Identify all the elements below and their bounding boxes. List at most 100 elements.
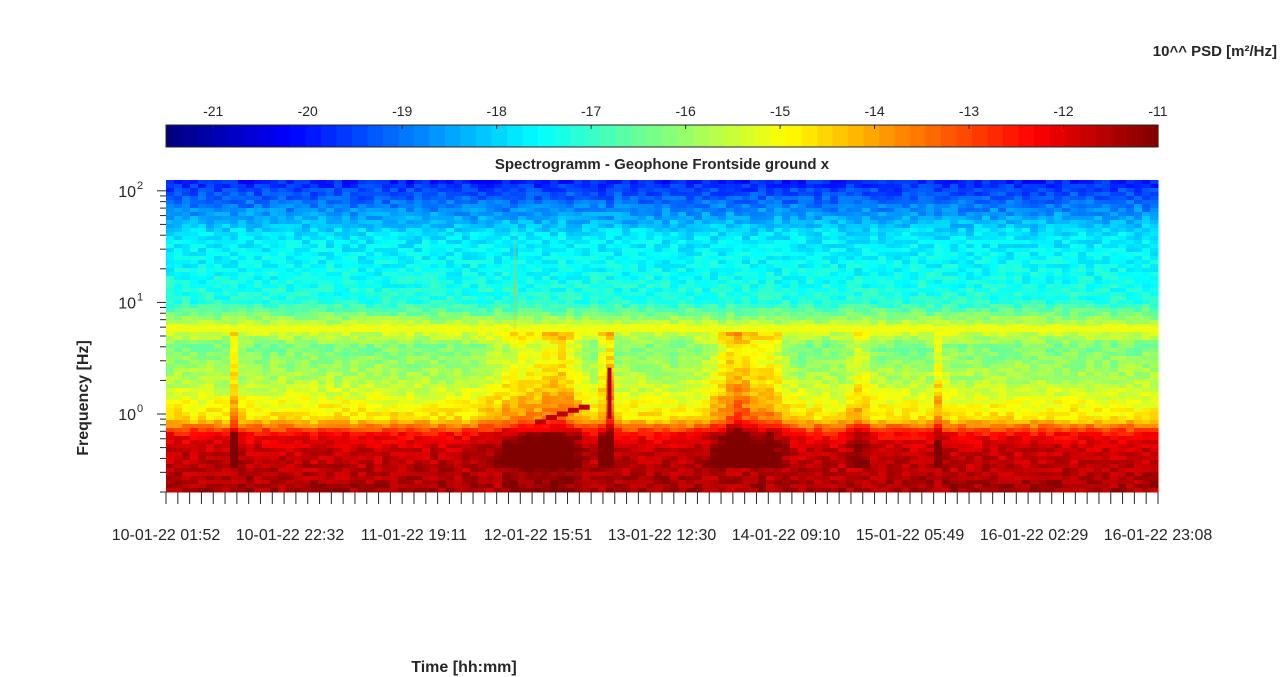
- spectrogram-cell: [710, 288, 719, 293]
- spectrogram-cell: [414, 312, 423, 317]
- spectrogram-cell: [1110, 316, 1119, 321]
- spectrogram-cell: [486, 280, 495, 285]
- spectrogram-cell: [606, 236, 615, 241]
- spectrogram-cell: [750, 276, 759, 281]
- spectrogram-cell: [742, 332, 751, 337]
- spectrogram-cell: [710, 180, 719, 185]
- spectrogram-cell: [958, 196, 967, 201]
- spectrogram-cell: [358, 292, 367, 297]
- spectrogram-cell: [470, 232, 479, 237]
- spectrogram-cell: [606, 260, 615, 265]
- spectrogram-cell: [774, 216, 783, 221]
- spectrogram-cell: [262, 228, 271, 233]
- spectrogram-cell: [222, 304, 231, 309]
- spectrogram-cell: [182, 300, 191, 305]
- spectrogram-cell: [310, 212, 319, 217]
- spectrogram-cell: [198, 320, 207, 325]
- spectrogram-cell: [854, 260, 863, 265]
- spectrogram-cell: [1046, 208, 1055, 213]
- spectrogram-cell: [750, 320, 759, 325]
- spectrogram-cell: [1150, 296, 1159, 301]
- spectrogram-cell: [694, 308, 703, 313]
- spectrogram-cell: [302, 192, 311, 197]
- spectrogram-cell: [1142, 312, 1151, 317]
- spectrogram-cell: [214, 236, 223, 241]
- spectrogram-cell: [774, 248, 783, 253]
- spectrogram-cell: [286, 224, 295, 229]
- spectrogram-cell: [430, 224, 439, 229]
- spectrogram-cell: [694, 236, 703, 241]
- spectrogram-cell: [462, 232, 471, 237]
- spectrogram-cell: [574, 228, 583, 233]
- spectrogram-cell: [766, 244, 775, 249]
- spectrogram-cell: [374, 180, 383, 185]
- spectrogram-cell: [526, 296, 535, 301]
- spectrogram-cell: [1102, 232, 1111, 237]
- spectrogram-cell: [718, 212, 727, 217]
- spectrogram-cell: [894, 184, 903, 189]
- spectrogram-cell: [846, 236, 855, 241]
- spectrogram-cell: [998, 252, 1007, 257]
- spectrogram-cell: [654, 272, 663, 277]
- spectrogram-cell: [678, 228, 687, 233]
- spectrogram-cell: [1094, 248, 1103, 253]
- spectrogram-cell: [798, 192, 807, 197]
- spectrogram-cell: [446, 312, 455, 317]
- spectrogram-cell: [1038, 288, 1047, 293]
- colorbar-tick-label: -16: [676, 103, 696, 119]
- spectrogram-cell: [390, 252, 399, 257]
- spectrogram-cell: [958, 252, 967, 257]
- spectrogram-cell: [350, 248, 359, 253]
- spectrogram-cell: [174, 240, 183, 245]
- spectrogram-cell: [686, 244, 695, 249]
- spectrogram-cell: [350, 288, 359, 293]
- spectrogram-cell: [182, 312, 191, 317]
- spectrogram-cell: [182, 284, 191, 289]
- spectrogram-cell: [382, 244, 391, 249]
- spectrogram-cell: [358, 244, 367, 249]
- spectrogram-cell: [422, 312, 431, 317]
- spectrogram-cell: [654, 308, 663, 313]
- spectrogram-cell: [758, 256, 767, 261]
- spectrogram-cell: [958, 292, 967, 297]
- spectrogram-cell: [214, 336, 223, 341]
- spectrogram-cell: [574, 312, 583, 317]
- spectrogram-cell: [198, 204, 207, 209]
- spectrogram-cell: [686, 264, 695, 269]
- spectrogram-cell: [1014, 212, 1023, 217]
- spectrogram-cell: [670, 300, 679, 305]
- spectrogram-cell: [846, 308, 855, 313]
- spectrogram-cell: [606, 264, 615, 269]
- spectrogram-cell: [846, 192, 855, 197]
- spectrogram-cell: [1006, 208, 1015, 213]
- spectrogram-cell: [814, 312, 823, 317]
- spectrogram-cell: [614, 236, 623, 241]
- spectrogram-cell: [790, 272, 799, 277]
- spectrogram-cell: [302, 260, 311, 265]
- spectrogram-cell: [782, 284, 791, 289]
- spectrogram-cell: [686, 192, 695, 197]
- spectrogram-cell: [1086, 244, 1095, 249]
- spectrogram-cell: [1022, 272, 1031, 277]
- spectrogram-cell: [1118, 240, 1127, 245]
- spectrogram-cell: [542, 288, 551, 293]
- spectrogram-cell: [238, 200, 247, 205]
- spectrogram-cell: [854, 180, 863, 185]
- spectrogram-cell: [278, 220, 287, 225]
- spectrogram-cell: [390, 296, 399, 301]
- spectrogram-cell: [502, 212, 511, 217]
- spectrogram-cell: [1134, 228, 1143, 233]
- spectrogram-cell: [1086, 260, 1095, 265]
- spectrogram-cell: [918, 276, 927, 281]
- spectrogram-cell: [542, 320, 551, 325]
- spectrogram-cell: [862, 296, 871, 301]
- spectrogram-cell: [534, 296, 543, 301]
- spectrogram-cell: [1022, 220, 1031, 225]
- spectrogram-cell: [198, 276, 207, 281]
- spectrogram-cell: [238, 192, 247, 197]
- spectrogram-cell: [198, 272, 207, 277]
- spectrogram-cell: [502, 204, 511, 209]
- spectrogram-cell: [286, 284, 295, 289]
- spectrogram-cell: [206, 284, 215, 289]
- spectrogram-cell: [414, 204, 423, 209]
